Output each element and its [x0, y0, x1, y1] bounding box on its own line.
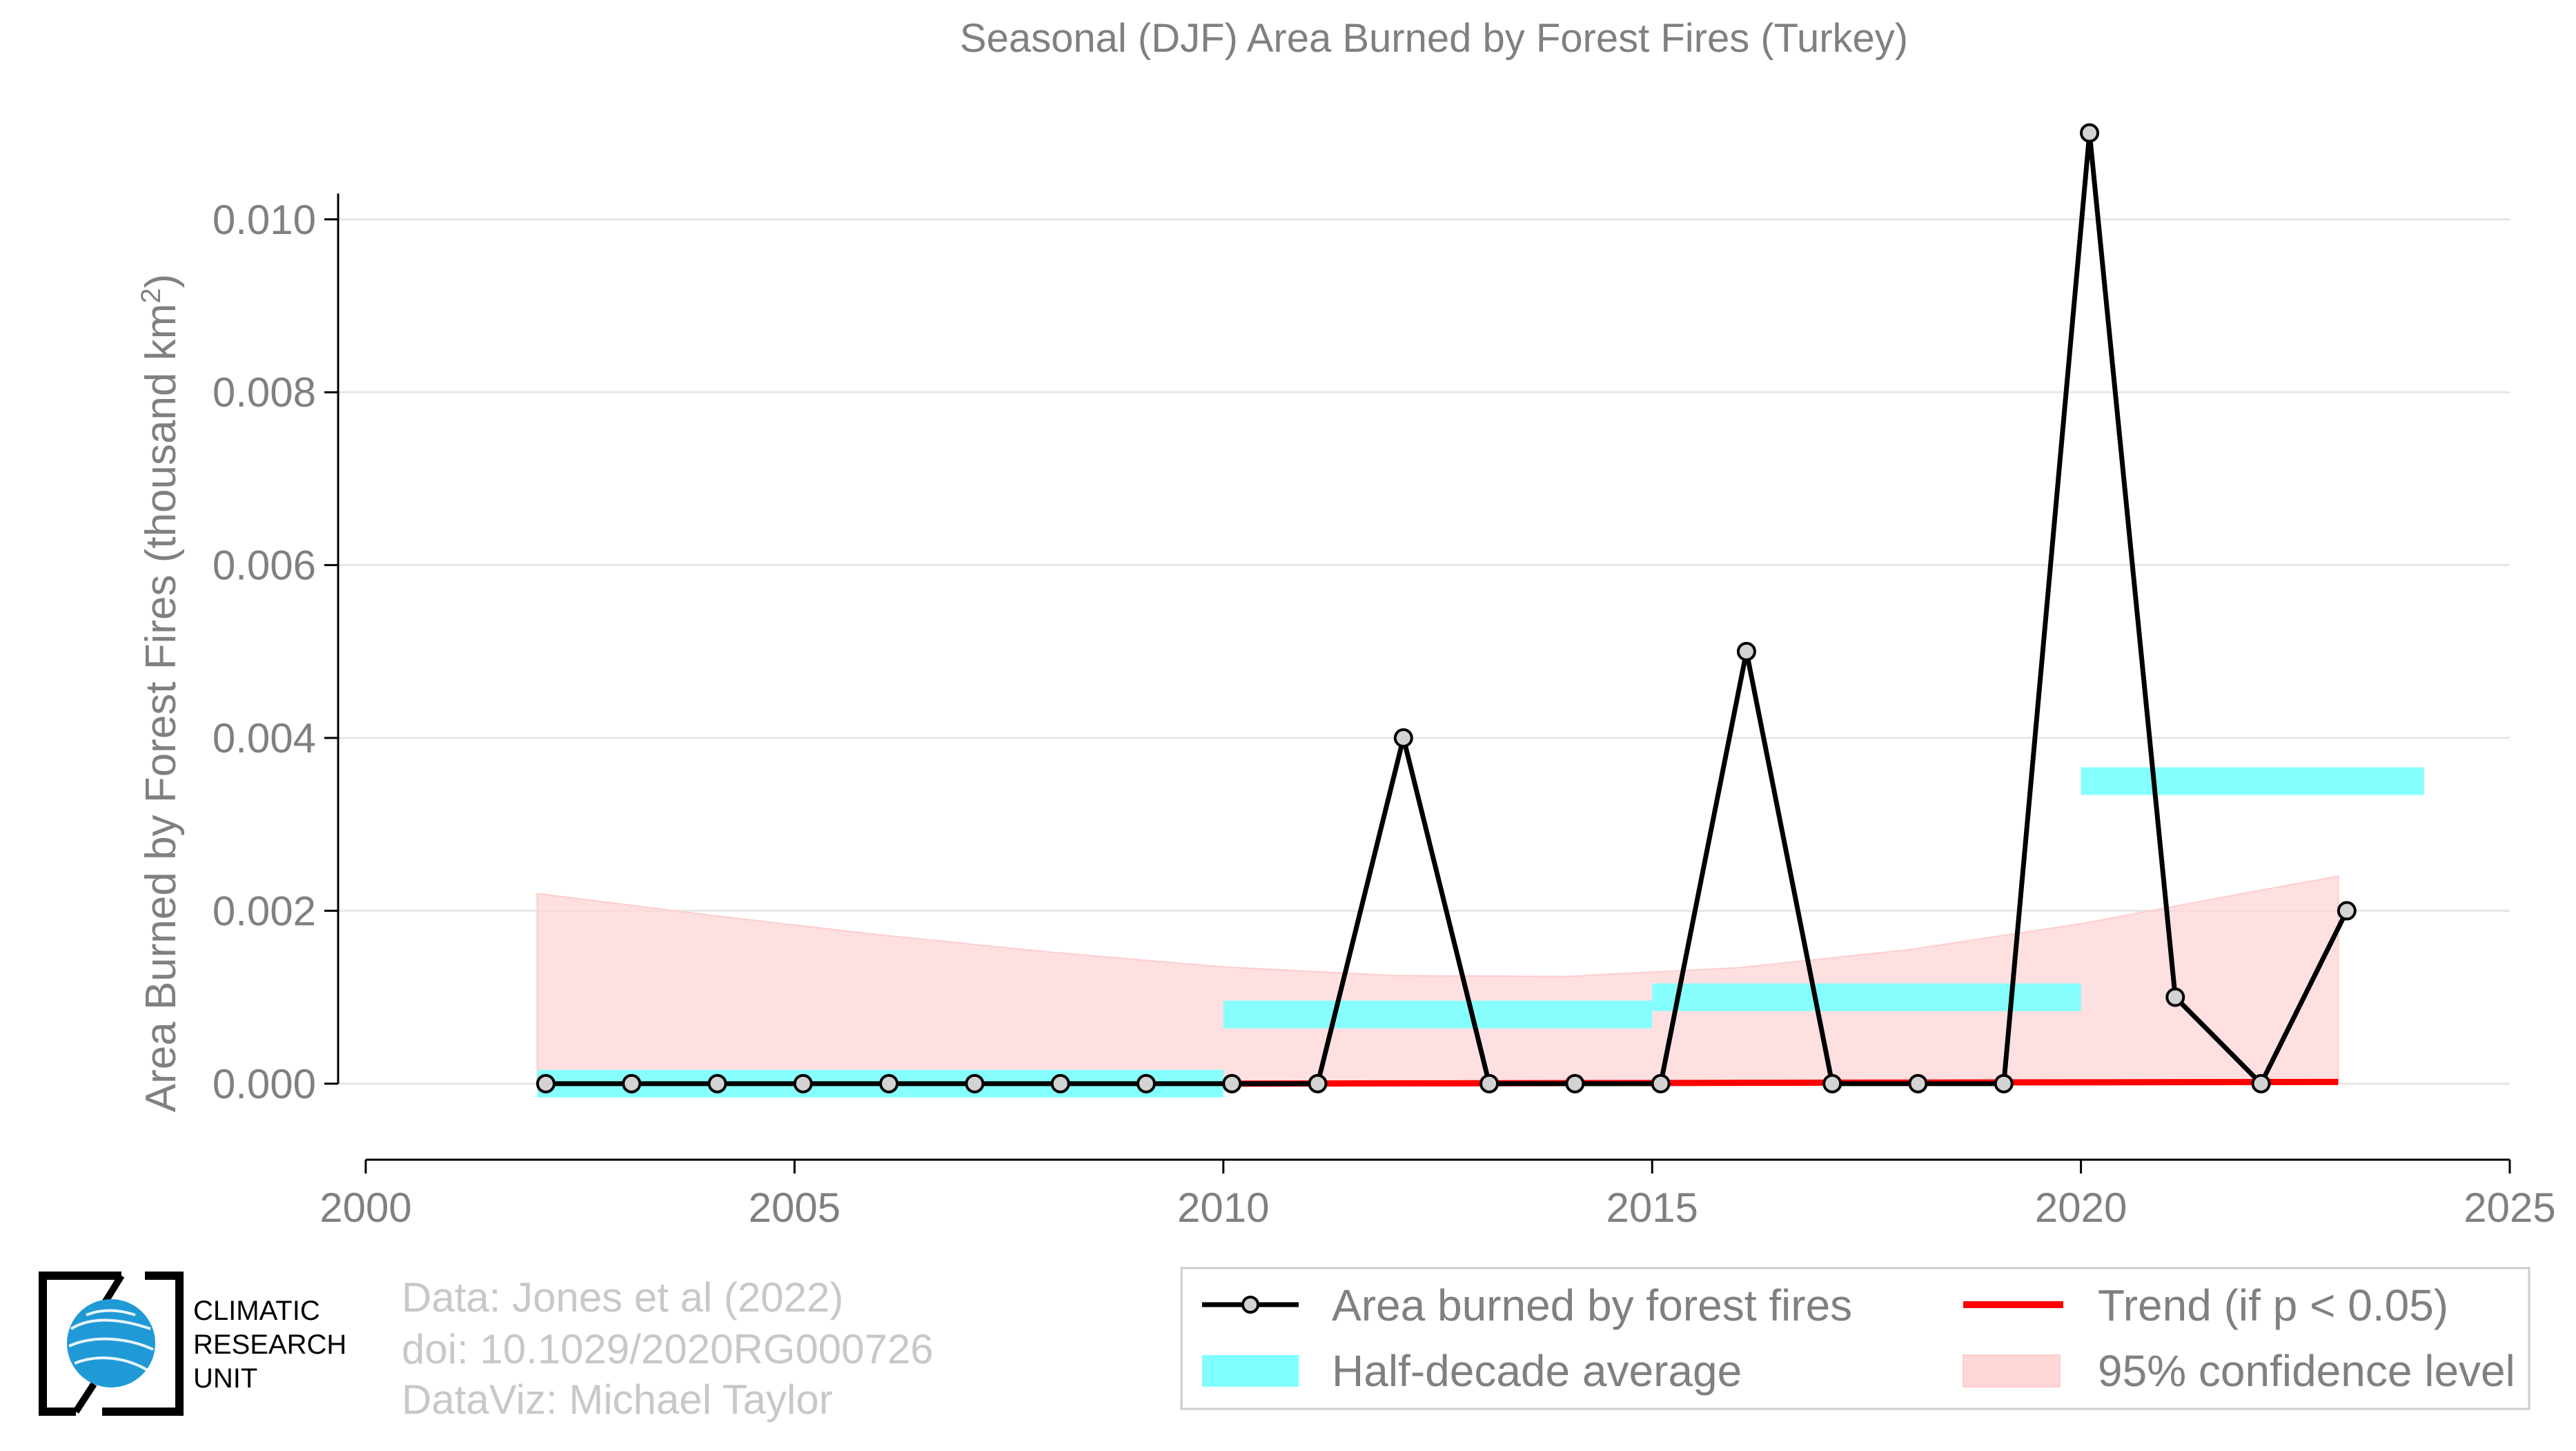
- data-point: [1565, 1073, 1585, 1093]
- data-point: [879, 1073, 899, 1093]
- legend-label-half-decade: Half-decade average: [1332, 1346, 1742, 1396]
- data-point: [1908, 1073, 1928, 1093]
- data-point: [1393, 728, 1413, 748]
- legend-swatch-confidence: [1963, 1354, 2061, 1387]
- credit-data: Data: Jones et al (2022): [402, 1274, 843, 1321]
- data-point: [1222, 1073, 1242, 1093]
- globe-swirl: [68, 1309, 154, 1372]
- trend-line: [1223, 1078, 2339, 1087]
- y-tick-label: 0.010: [213, 197, 316, 243]
- logo-bracket-right: [102, 1272, 184, 1416]
- data-point: [1136, 1073, 1156, 1093]
- y-tick-label: 0.004: [213, 715, 316, 761]
- data-point: [1479, 1073, 1500, 1093]
- legend-label-trend: Trend (if p < 0.05): [2098, 1280, 2448, 1330]
- data-point: [793, 1073, 813, 1093]
- x-tick-label: 2015: [1606, 1185, 1698, 1231]
- logo-bracket-left: [39, 1272, 121, 1416]
- data-point: [1822, 1073, 1842, 1093]
- data-point: [965, 1073, 985, 1093]
- data-point: [2251, 1073, 2271, 1093]
- logo-line-2: RESEARCH: [193, 1330, 346, 1360]
- y-tick-label: 0.008: [213, 369, 316, 416]
- half-decade-bar: [1223, 1000, 1653, 1029]
- data-point: [1651, 1073, 1671, 1093]
- data-point: [1308, 1073, 1328, 1093]
- x-tick-label: 2000: [319, 1185, 411, 1231]
- data-point: [2080, 123, 2100, 143]
- data-point: [2337, 901, 2357, 921]
- half-decade-bar: [1652, 983, 2081, 1011]
- data-point: [622, 1073, 642, 1093]
- x-tick-label: 2005: [749, 1185, 840, 1231]
- data-point: [1050, 1073, 1070, 1093]
- cru-logo: CLIMATIC RESEARCH UNIT: [39, 1272, 346, 1416]
- legend: Area burned by forest fires Trend (if p …: [1180, 1267, 2530, 1410]
- logo-bracket-slash-bottom: [72, 1382, 97, 1414]
- x-tick-label: 2025: [2464, 1185, 2555, 1231]
- logo-line-3: UNIT: [193, 1363, 257, 1394]
- credit-doi: doi: 10.1029/2020RG000726: [402, 1326, 934, 1372]
- marker-layer: [535, 123, 2357, 1093]
- legend-box: [1180, 1267, 2530, 1410]
- legend-label-confidence: 95% confidence level: [2098, 1346, 2515, 1396]
- y-tick-label: 0.006: [213, 543, 316, 589]
- half-decade-bar: [2081, 767, 2424, 795]
- data-point: [707, 1073, 727, 1093]
- x-tick-label: 2010: [1177, 1185, 1269, 1231]
- y-tick-label: 0.000: [213, 1061, 316, 1107]
- x-tick-layer: 2000 2005 2010 2015 2020 2025: [319, 1160, 2556, 1231]
- legend-marker-area-burned: [1241, 1296, 1259, 1314]
- confidence-band: [536, 875, 2339, 1084]
- x-tick-label: 2020: [2035, 1185, 2127, 1231]
- logo-line-1: CLIMATIC: [193, 1296, 320, 1326]
- data-point: [1994, 1073, 2014, 1093]
- data-point: [2165, 987, 2185, 1007]
- grid-layer: 0.000 0.002 0.004 0.006 0.008 0.010: [213, 197, 2510, 1107]
- legend-swatch-half-decade: [1202, 1355, 1299, 1387]
- data-point: [535, 1073, 555, 1093]
- chart-title: Seasonal (DJF) Area Burned by Forest Fir…: [960, 16, 1908, 61]
- area-burned-line: [545, 130, 2350, 1087]
- credit-dataviz: DataViz: Michael Taylor: [402, 1376, 833, 1423]
- y-tick-label: 0.002: [213, 888, 316, 934]
- y-axis-label: Area Burned by Forest Fires (thousand km…: [136, 274, 185, 1113]
- legend-label-area-burned: Area burned by forest fires: [1332, 1280, 1852, 1330]
- data-point: [1736, 641, 1756, 661]
